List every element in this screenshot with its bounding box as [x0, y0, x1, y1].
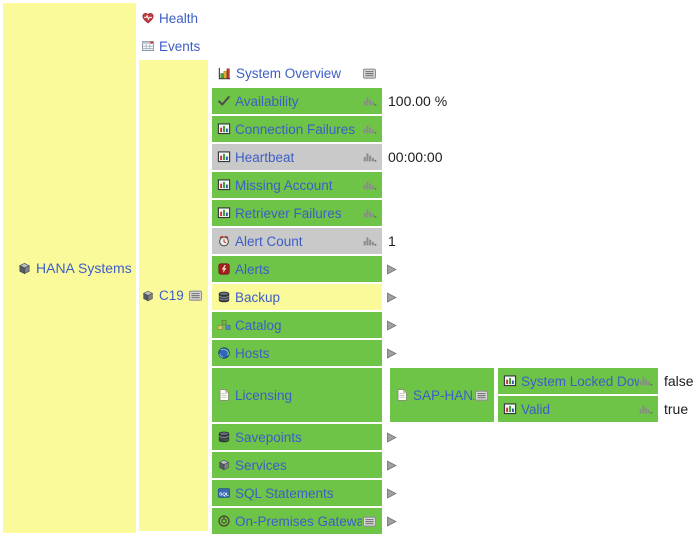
gateway-icon [217, 514, 231, 528]
menu-icon[interactable] [362, 66, 377, 81]
sensor-label: Missing Account [235, 177, 333, 193]
sensor-row-hosts[interactable]: Hosts [212, 340, 382, 366]
sensor-row-savepoints[interactable]: Savepoints [212, 424, 382, 450]
heart-icon [141, 11, 155, 25]
mini-graph-icon [363, 234, 377, 248]
sensor-row-system-overview[interactable]: System Overview [212, 60, 382, 86]
mini-graph-icon [363, 178, 377, 192]
metric-value: false [664, 373, 694, 389]
device-cell-c19[interactable]: C19 [139, 60, 208, 531]
sensor-row-backup[interactable]: Backup [212, 284, 382, 310]
events-item[interactable]: Events [139, 33, 208, 59]
sensor-value: 100.00 % [388, 93, 448, 109]
group-label: HANA Systems [36, 260, 132, 276]
channel-group-sap-hana[interactable]: SAP-HANA [390, 368, 494, 422]
sensor-row-alerts[interactable]: Alerts [212, 256, 382, 282]
sensor-row-availability[interactable]: Availability [212, 88, 382, 114]
sensor-label: SQL Statements [235, 485, 334, 501]
sensor-chart-icon [217, 150, 231, 164]
sensor-label: Availability [235, 93, 299, 109]
sensor-value: 00:00:00 [388, 149, 443, 165]
sensor-chart-icon [503, 402, 517, 416]
sensor-label: Savepoints [235, 429, 302, 445]
mini-graph-icon [363, 122, 377, 136]
metric-value: true [664, 401, 689, 417]
expand-arrow[interactable] [385, 508, 399, 534]
sensor-row-connection-failures[interactable]: Connection Failures [212, 116, 382, 142]
mini-graph-icon [363, 150, 377, 164]
metric-label: System Locked Down [521, 373, 639, 389]
sql-icon: SQL [217, 486, 231, 500]
mini-graph-icon [363, 206, 377, 220]
alarm-clock-icon [217, 234, 231, 248]
sensor-value: 1 [388, 233, 396, 249]
bar-chart-icon [217, 66, 232, 81]
sensor-row-catalog[interactable]: Catalog [212, 312, 382, 338]
check-icon [217, 94, 231, 108]
mini-graph-icon [639, 402, 653, 416]
expand-arrow[interactable] [385, 284, 399, 310]
sensor-label: System Overview [236, 65, 342, 81]
sensor-row-services[interactable]: Services [212, 452, 382, 478]
expand-arrow[interactable] [385, 256, 399, 282]
channel-group-label: SAP-HANA [413, 387, 474, 403]
device-label: C19 [159, 288, 184, 303]
metric-row-valid[interactable]: Valid [498, 396, 658, 422]
database-icon [217, 290, 231, 304]
expand-arrow[interactable] [385, 452, 399, 478]
expand-arrow[interactable] [385, 480, 399, 506]
group-cell-hana-systems[interactable]: HANA Systems [3, 3, 136, 533]
events-label: Events [159, 38, 201, 54]
sensor-chart-icon [217, 178, 231, 192]
expand-arrow[interactable] [385, 340, 399, 366]
sensor-row-retriever-failures[interactable]: Retriever Failures [212, 200, 382, 226]
sensor-label: Connection Failures [235, 121, 356, 137]
svg-text:SQL: SQL [219, 491, 229, 497]
catalog-blocks-icon [217, 318, 231, 332]
sensor-row-on-premises-gateway[interactable]: On-Premises Gateway [212, 508, 382, 534]
calendar-icon [141, 39, 155, 53]
expand-arrow[interactable] [385, 312, 399, 338]
menu-icon[interactable] [474, 388, 489, 403]
sensor-label: Hosts [235, 345, 270, 361]
sensor-row-heartbeat[interactable]: Heartbeat [212, 144, 382, 170]
expand-arrow[interactable] [385, 424, 399, 450]
sensor-label: Services [235, 457, 287, 473]
sensor-chart-icon [217, 206, 231, 220]
sensor-chart-icon [503, 374, 517, 388]
mini-graph-icon [363, 94, 377, 108]
sensor-row-licensing[interactable]: Licensing [212, 368, 382, 422]
sensor-row-missing-account[interactable]: Missing Account [212, 172, 382, 198]
sensor-label: Alerts [235, 261, 270, 277]
health-label: Health [159, 10, 199, 26]
menu-icon[interactable] [362, 514, 377, 529]
sensor-label: Catalog [235, 317, 282, 333]
device-cube-icon [141, 289, 155, 303]
health-item[interactable]: Health [139, 5, 208, 31]
sensor-label: Backup [235, 289, 281, 305]
database-arrow-icon [217, 430, 231, 444]
document-icon [217, 388, 231, 402]
group-cube-icon [17, 261, 32, 276]
document-icon [395, 388, 409, 402]
services-cube-icon [217, 458, 231, 472]
mini-graph-icon [639, 374, 653, 388]
sensor-label: Heartbeat [235, 149, 295, 165]
metric-label: Valid [521, 401, 551, 417]
sensor-label: Retriever Failures [235, 205, 342, 221]
sensor-chart-icon [217, 122, 231, 136]
metric-row-system-locked-down[interactable]: System Locked Down [498, 368, 658, 394]
sensor-row-alert-count[interactable]: Alert Count [212, 228, 382, 254]
alert-lightning-icon [217, 262, 231, 276]
sensor-label: Licensing [235, 387, 293, 403]
sensor-label: On-Premises Gateway [235, 513, 362, 529]
device-menu-icon[interactable] [188, 288, 203, 303]
globe-icon [217, 346, 231, 360]
sensor-label: Alert Count [235, 233, 303, 249]
sensor-row-sql-statements[interactable]: SQL SQL Statements [212, 480, 382, 506]
